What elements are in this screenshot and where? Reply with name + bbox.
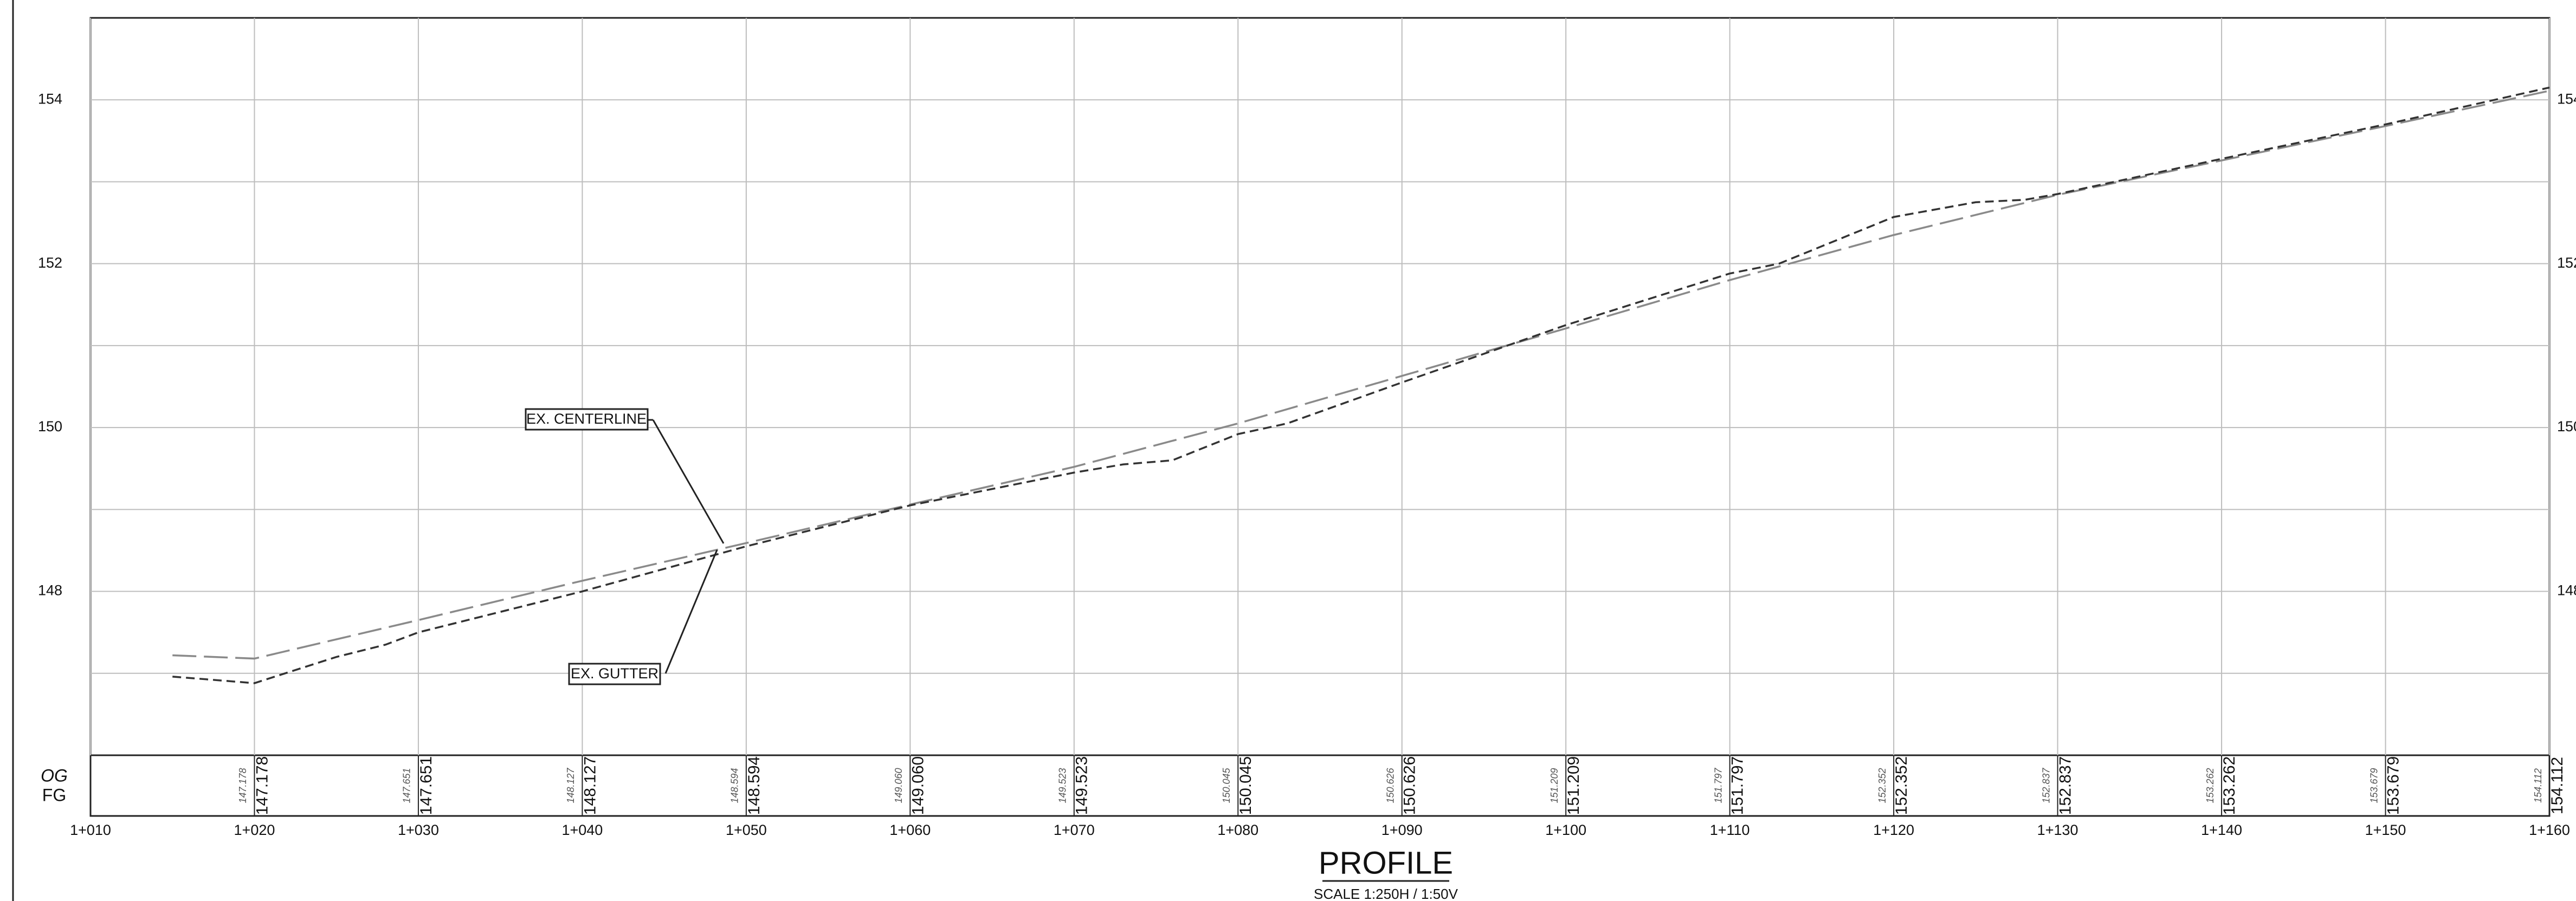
annotation-box [568,663,661,685]
y-tick-label-right: 148 [2557,582,2576,599]
fg-value: 147.651 [417,756,435,815]
annotation: EX. GUTTER [571,665,658,682]
x-tick-label: 1+120 [1873,822,1914,838]
fg-value: 148.127 [581,756,599,815]
plot-frame [89,17,2551,817]
fg-value: 148.594 [745,756,763,815]
og-value: 147.178 [237,768,248,803]
x-tick-label: 1+160 [2529,822,2570,838]
og-value: 153.262 [2205,768,2216,803]
og-value: 148.594 [729,768,740,803]
chart-subtitle: SCALE 1:250H / 1:50V [1314,886,1458,901]
profile-line [172,86,2550,684]
y-tick-label: 148 [38,582,62,599]
fg-value: 147.178 [253,756,271,815]
chart-title: PROFILE [1319,845,1453,880]
annotation: EX. CENTERLINE [526,411,647,427]
og-value: 152.352 [1877,768,1888,803]
x-tick-label: 1+020 [234,822,275,838]
x-tick-label: 1+060 [889,822,931,838]
fg-value: 149.060 [909,756,927,815]
annotation-box [525,408,649,431]
x-tick-label: 1+010 [70,822,111,838]
fg-value: 149.523 [1073,756,1091,815]
fg-value: 151.797 [1729,756,1747,815]
fg-value: 154.112 [2548,757,2566,814]
fg-value: 153.262 [2220,756,2238,815]
y-tick-label: 152 [38,255,62,271]
leader-line [664,549,718,674]
row-label-fg: FG [42,785,66,805]
x-tick-label: 1+040 [561,822,603,838]
x-tick-label: 1+070 [1054,822,1095,838]
og-value: 153.679 [2368,768,2379,803]
fg-value: 153.679 [2384,756,2402,815]
x-tick-label: 1+090 [1381,822,1423,838]
y-tick-label: 154 [38,90,62,107]
leader-line [652,419,725,544]
og-value: 151.209 [1549,768,1560,803]
fg-value: 150.626 [1401,756,1419,815]
og-value: 147.651 [402,768,412,803]
og-value: 152.837 [2041,767,2051,803]
x-tick-label: 1+130 [2037,822,2078,838]
og-value: 154.112 [2533,768,2543,803]
y-tick-label: 150 [38,418,62,435]
row-label-og: OG [41,766,68,785]
og-value: 150.626 [1385,767,1396,803]
x-tick-label: 1+100 [1545,822,1586,838]
y-tick-label-right: 154 [2557,90,2576,107]
y-tick-label-right: 152 [2557,255,2576,271]
fg-value: 152.352 [1893,756,1910,815]
fg-value: 151.209 [1565,756,1583,815]
y-tick-label-right: 150 [2557,418,2576,435]
x-tick-label: 1+140 [2201,822,2242,838]
x-tick-label: 1+150 [2365,822,2406,838]
x-tick-label: 1+030 [398,822,439,838]
og-value: 150.045 [1221,767,1232,803]
x-tick-label: 1+080 [1217,822,1258,838]
og-value: 148.127 [565,767,576,803]
fg-value: 152.837 [2057,756,2075,815]
og-value: 151.797 [1713,767,1723,803]
profile-line [172,89,2550,660]
fg-value: 150.045 [1237,756,1255,815]
x-tick-label: 1+050 [726,822,767,838]
og-value: 149.523 [1057,768,1068,803]
og-value: 149.060 [893,768,904,803]
x-tick-label: 1+110 [1710,822,1750,838]
